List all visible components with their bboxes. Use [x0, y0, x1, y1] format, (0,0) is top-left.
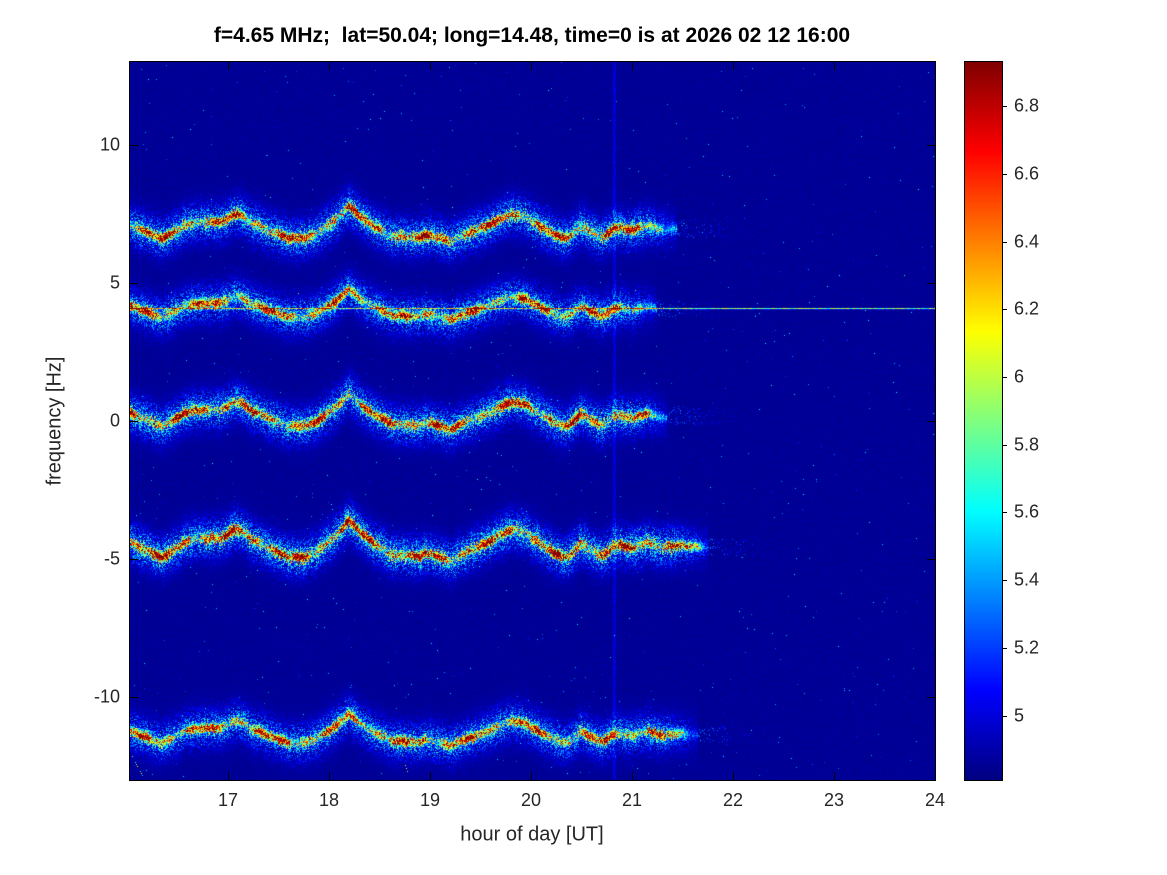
- x-tick-mark: [530, 772, 532, 780]
- x-tick-mark: [935, 772, 936, 780]
- x-tick-mark: [530, 62, 532, 70]
- y-tick-label: 5: [109, 272, 120, 293]
- colorbar-tick-mark: [1002, 512, 1007, 514]
- colorbar-tick-label: 5.4: [1014, 569, 1040, 590]
- y-tick-mark: [130, 282, 138, 284]
- colorbar-tick-label: 5.8: [1014, 434, 1040, 455]
- y-tick-mark: [130, 421, 138, 422]
- colorbar-tick-label: 6.6: [1014, 163, 1040, 184]
- y-tick-mark: [130, 559, 138, 561]
- x-tick-label: 22: [722, 790, 743, 810]
- x-tick-label: 23: [823, 790, 844, 810]
- x-tick-label: 18: [318, 790, 339, 810]
- x-axis-label: hour of day [UT]: [460, 823, 604, 846]
- x-tick-mark: [328, 62, 330, 70]
- y-tick-label: -5: [103, 548, 120, 569]
- x-tick-mark: [227, 772, 229, 780]
- x-tick-label: 21: [621, 790, 642, 810]
- x-tick-mark: [429, 772, 431, 780]
- y-tick-mark: [927, 559, 935, 561]
- colorbar-tick-mark: [1002, 106, 1007, 108]
- y-tick-label: 0: [109, 410, 120, 431]
- x-tick-mark: [732, 62, 734, 70]
- y-tick-mark: [130, 697, 138, 699]
- x-tick-mark: [328, 772, 330, 780]
- colorbar-tick-label: 5: [1014, 705, 1025, 726]
- y-tick-label: -10: [93, 686, 120, 707]
- x-tick-mark: [429, 62, 431, 70]
- colorbar-tick-label: 6: [1014, 366, 1025, 387]
- x-tick-label: 19: [419, 790, 440, 810]
- colorbar-tick-mark: [1002, 715, 1007, 717]
- colorbar-tick-label: 6.2: [1014, 298, 1040, 319]
- x-tick-mark: [833, 62, 835, 70]
- y-tick-mark: [927, 282, 935, 284]
- y-tick-mark: [927, 421, 935, 422]
- colorbar-tick-label: 6.8: [1014, 95, 1040, 116]
- colorbar-tick-label: 6.4: [1014, 231, 1040, 251]
- y-tick-mark: [130, 144, 138, 146]
- x-tick-label: 17: [217, 790, 238, 810]
- colorbar: [965, 62, 1002, 780]
- colorbar-tick-mark: [1002, 309, 1007, 311]
- colorbar-tick-label: 5.2: [1014, 637, 1040, 658]
- x-tick-mark: [935, 62, 936, 70]
- x-tick-mark: [732, 772, 734, 780]
- x-tick-mark: [227, 62, 229, 70]
- y-tick-mark: [927, 697, 935, 699]
- colorbar-tick-mark: [1002, 241, 1007, 243]
- colorbar-tick-label: 5.6: [1014, 501, 1040, 522]
- x-tick-label: 20: [520, 790, 541, 810]
- y-axis-label: frequency [Hz]: [43, 356, 66, 486]
- y-tick-mark: [927, 144, 935, 146]
- x-tick-label: 24: [924, 790, 946, 810]
- x-tick-mark: [833, 772, 835, 780]
- x-tick-mark: [631, 62, 633, 70]
- colorbar-tick-mark: [1002, 647, 1007, 649]
- x-tick-mark: [631, 772, 633, 780]
- colorbar-tick-mark: [1002, 173, 1007, 175]
- spectrogram-canvas: [130, 62, 935, 780]
- colorbar-tick-mark: [1002, 580, 1007, 582]
- colorbar-tick-mark: [1002, 376, 1007, 378]
- colorbar-tick-mark: [1002, 444, 1007, 446]
- y-tick-label: 10: [99, 134, 120, 155]
- chart-title: f=4.65 MHz; lat=50.04; long=14.48, time=…: [213, 24, 851, 47]
